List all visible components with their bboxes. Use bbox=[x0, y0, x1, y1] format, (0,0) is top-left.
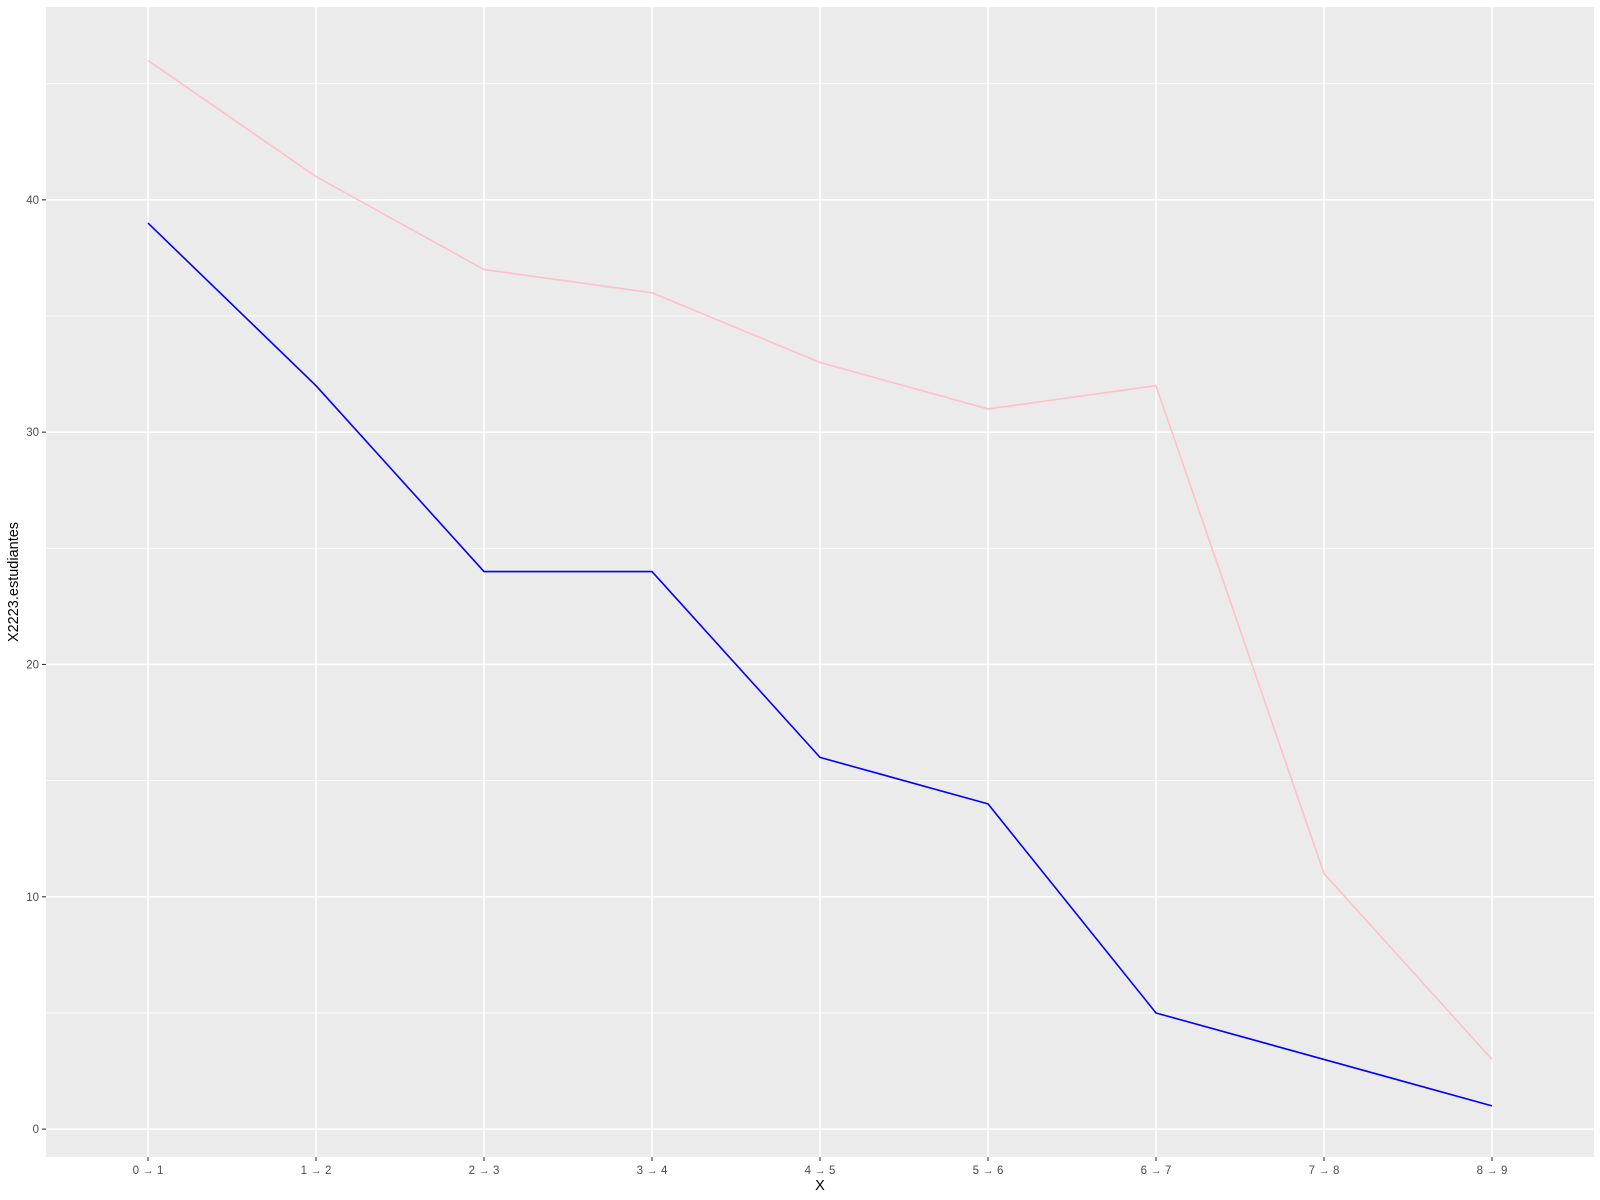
x-tick-label: 8 → 9 bbox=[1477, 1165, 1508, 1177]
y-axis: 0 10 20 30 40 bbox=[26, 195, 46, 1136]
series-lines bbox=[147, 59, 1493, 1107]
x-axis-title: X bbox=[815, 1178, 825, 1194]
y-tick-label: 40 bbox=[26, 195, 39, 207]
x-tick-label: 2 → 3 bbox=[469, 1165, 500, 1177]
y-tick-label: 0 bbox=[33, 1124, 39, 1136]
x-tick-label: 3 → 4 bbox=[637, 1165, 668, 1177]
major-gridlines bbox=[46, 7, 1594, 1157]
series-line-2 bbox=[147, 222, 1493, 1107]
y-tick-label: 30 bbox=[26, 427, 39, 439]
x-tick-label: 6 → 7 bbox=[1141, 1165, 1172, 1177]
x-tick-label: 5 → 6 bbox=[973, 1165, 1004, 1177]
y-tick-label: 10 bbox=[26, 892, 39, 904]
x-axis: 0 → 1 1 → 2 2 → 3 3 → 4 4 → 5 5 → 6 6 → 7 7 → 8… bbox=[133, 1157, 1508, 1177]
series-line-1 bbox=[147, 59, 1493, 1060]
x-tick-label: 0 → 1 bbox=[133, 1165, 164, 1177]
x-tick-label: 4 → 5 bbox=[805, 1165, 836, 1177]
y-tick-label: 20 bbox=[26, 659, 39, 671]
y-axis-title: X2223.estudiantes bbox=[6, 522, 22, 642]
x-tick-label: 7 → 8 bbox=[1309, 1165, 1340, 1177]
x-tick-label: 1 → 2 bbox=[301, 1165, 332, 1177]
